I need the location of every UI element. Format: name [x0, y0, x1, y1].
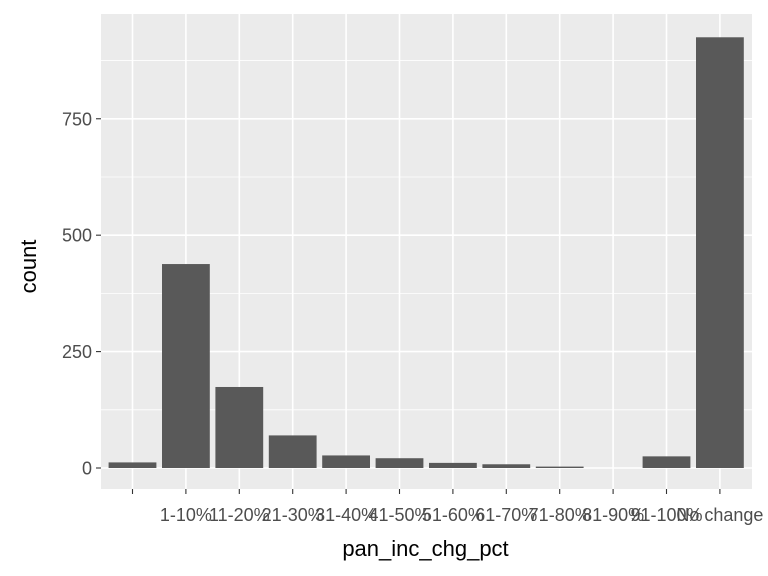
y-ticks: 0 250 500 750	[62, 109, 101, 479]
bar	[375, 458, 424, 468]
bar	[162, 264, 210, 468]
y-tick-label: 250	[62, 342, 92, 362]
y-axis-title: count	[16, 240, 41, 294]
x-tick-label: 81-90%	[582, 505, 644, 525]
x-tick-label: 11-20%	[209, 505, 270, 525]
bar	[696, 37, 744, 469]
bar	[429, 462, 477, 468]
bars	[108, 37, 744, 469]
x-tick-label: 31-40%	[315, 505, 377, 525]
x-ticks: 1-10%11-20%21-30%31-40%41-50%51-60%61-70…	[131, 489, 763, 525]
x-tick-label: 21-30%	[262, 505, 324, 525]
x-tick-label: 61-70%	[475, 505, 537, 525]
x-tick-label: No change	[676, 505, 763, 525]
x-tick-label: 71-80%	[529, 505, 591, 525]
bar	[322, 455, 370, 468]
y-tick-label: 500	[62, 226, 92, 246]
bar	[482, 464, 531, 468]
bar	[642, 456, 691, 468]
x-tick-label: 51-60%	[422, 505, 484, 525]
x-tick-label: 1-10%	[160, 505, 212, 525]
x-tick-label: 41-50%	[368, 505, 430, 525]
x-axis-title: pan_inc_chg_pct	[342, 536, 508, 561]
x-tick-label: 91-100%	[630, 505, 702, 525]
y-tick-label: 0	[82, 459, 92, 479]
bar	[215, 386, 264, 468]
y-tick-label: 750	[62, 109, 92, 129]
bar	[535, 466, 584, 468]
bar	[268, 435, 317, 468]
bar	[108, 462, 157, 468]
